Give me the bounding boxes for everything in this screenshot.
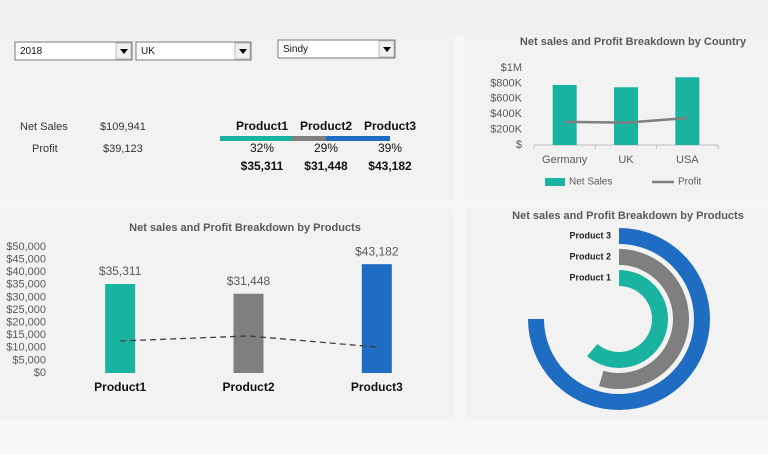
y-tick-label: $40,000: [6, 266, 46, 278]
product-name: Product1: [236, 119, 288, 133]
product-name: Product2: [300, 119, 352, 133]
y-tick-label: $200K: [490, 124, 522, 136]
dropdown-value: Sindy: [283, 44, 308, 55]
x-tick-label: Product2: [222, 380, 274, 394]
dropdown-value: UK: [141, 46, 155, 57]
bar: [675, 77, 700, 145]
legend-swatch: [545, 178, 565, 186]
line: [564, 116, 688, 124]
radial-bar: [598, 249, 689, 389]
y-tick-label: $5,000: [12, 354, 46, 366]
y-tick-label: $15,000: [6, 329, 46, 341]
x-tick-label: Product1: [94, 380, 146, 394]
color-strip: [220, 136, 292, 141]
dropdown-arrow: [239, 49, 247, 54]
y-tick-label: $50,000: [6, 241, 46, 253]
dropdown[interactable]: UK: [135, 41, 252, 61]
y-tick-label: $400K: [490, 108, 522, 120]
dropdown-value: 2018: [20, 46, 43, 57]
y-tick-label: $35,000: [6, 279, 46, 291]
color-strip: [326, 136, 390, 141]
x-tick-label: Germany: [542, 154, 588, 166]
kpi-label: Profit: [32, 143, 58, 155]
chart-title: Net sales and Profit Breakdown by Produc…: [512, 210, 744, 222]
y-tick-label: $1M: [501, 62, 522, 74]
x-tick-label: USA: [676, 154, 699, 166]
dropdown[interactable]: 2018: [14, 41, 133, 61]
product-sales: $43,182: [368, 159, 412, 173]
product-share: 32%: [250, 141, 274, 155]
y-tick-label: $20,000: [6, 317, 46, 329]
y-tick-label: $0: [34, 367, 46, 379]
y-tick-label: $25,000: [6, 304, 46, 316]
y-tick-label: $10,000: [6, 342, 46, 354]
kpi-value: $109,941: [100, 121, 146, 133]
bar: [233, 293, 264, 373]
dropdown[interactable]: Sindy: [277, 39, 396, 59]
product-share: 39%: [378, 141, 402, 155]
dropdown-arrow: [383, 47, 391, 52]
radial-bar: [528, 228, 710, 410]
legend-label: Profit: [678, 177, 702, 188]
value-label: $35,311: [99, 264, 142, 278]
panel-filters: [0, 35, 455, 201]
dropdown-box: [135, 41, 252, 61]
dropdown-arrow: [120, 49, 128, 54]
legend-label: Net Sales: [569, 177, 612, 188]
top-strip: [0, 0, 768, 35]
value-label: $31,448: [227, 274, 271, 288]
product-name: Product3: [364, 119, 416, 133]
chart-title: Net sales and Profit Breakdown by Produc…: [129, 222, 361, 234]
y-tick-label: $30,000: [6, 291, 46, 303]
value-label: $43,182: [355, 244, 399, 258]
radial-label: Product 1: [569, 272, 611, 282]
product-sales: $35,311: [241, 159, 284, 173]
radial-label: Product 3: [569, 230, 611, 240]
dropdown-box: [14, 41, 133, 61]
bar: [361, 264, 392, 373]
y-tick-label: $45,000: [6, 254, 46, 266]
x-tick-label: UK: [618, 154, 634, 166]
x-tick-label: Product3: [351, 380, 403, 394]
radial-label: Product 2: [569, 251, 611, 261]
y-tick-label: $600K: [490, 93, 522, 105]
y-tick-label: $: [516, 139, 522, 151]
y-tick-label: $800K: [490, 77, 522, 89]
product-share: 29%: [314, 141, 338, 155]
product-sales: $31,448: [304, 159, 348, 173]
bar: [552, 84, 577, 145]
line: [120, 335, 377, 348]
color-strip: [292, 136, 326, 141]
kpi-label: Net Sales: [20, 121, 68, 133]
kpi-value: $39,123: [103, 143, 143, 155]
bar: [105, 284, 136, 373]
dropdown-box: [277, 39, 396, 59]
chart-title: Net sales and Profit Breakdown by Countr…: [520, 36, 747, 48]
bar: [614, 87, 638, 145]
radial-bar: [587, 270, 668, 368]
